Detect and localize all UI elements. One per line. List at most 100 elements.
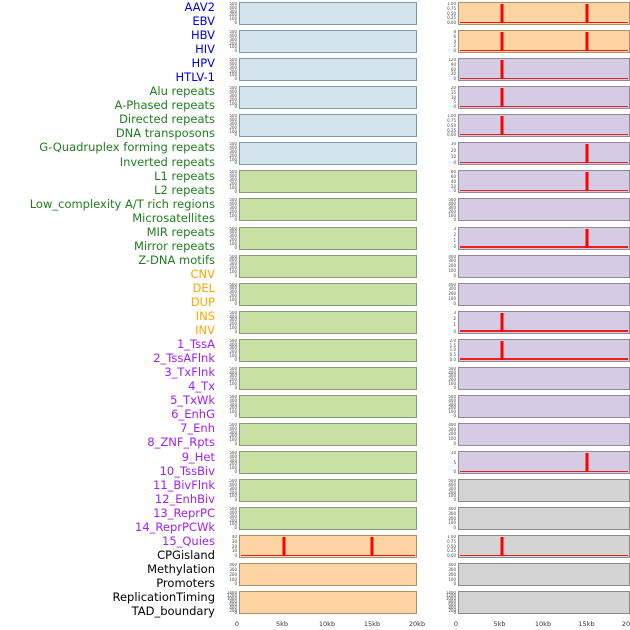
y-tick-label: 300 <box>448 567 456 572</box>
x-tick-label: 5kb <box>493 620 506 629</box>
y-tick-label: 0.0 <box>449 356 456 362</box>
y-tick-label: 500 <box>229 310 237 315</box>
y-tick-label: 0.75 <box>447 538 456 544</box>
y-tick-label: 0 <box>234 328 237 334</box>
y-tick-label: 500 <box>448 366 456 371</box>
y-tick-label: 200 <box>229 461 237 467</box>
signal-spike-5kb <box>500 4 503 23</box>
y-tick-label: 0 <box>234 469 237 474</box>
profile-row-12-enhbiv: 500 400 300 200 100 0 <box>439 366 630 390</box>
profile-row-g-quadruplex-forming-repeats: 500 400 300 200 100 0 <box>215 282 417 306</box>
signal-baseline <box>460 358 628 360</box>
feature-label-l1-repeats: L1 repeats <box>154 168 215 183</box>
y-tick-label: 200 <box>229 489 237 495</box>
signal-spike-5kb <box>500 537 503 557</box>
y-tick-label: 400 <box>229 453 237 459</box>
y-tick-label: 8 <box>453 30 456 35</box>
y-tick-label: 0 <box>453 469 456 474</box>
profile-panel-15-quies <box>458 451 630 474</box>
profile-panel-aav2 <box>239 2 417 25</box>
y-tick-label: 20 <box>450 183 456 189</box>
feature-label-mir-repeats: MIR repeats <box>146 224 215 239</box>
feature-label-11-bivflnk: 11_BivFlnk <box>152 477 215 492</box>
profile-row-directed-repeats: 500 400 300 200 100 0 <box>215 226 417 250</box>
profile-panel-del <box>239 563 417 587</box>
y-tick-label: 400 <box>229 257 237 263</box>
y-tick-label: 100 <box>229 576 237 582</box>
y-tick-label: 400 <box>229 604 237 610</box>
y-tick-label: 0 <box>234 441 237 446</box>
y-tick-label: 400 <box>448 507 456 512</box>
feature-label-hpv: HPV <box>191 56 215 71</box>
left-panel-column: 500 400 300 200 100 0 500 400 300 200 100 0 500 400 30… <box>215 0 425 630</box>
y-axis-ticks-directed-repeats: 500 400 300 200 100 0 <box>215 227 239 250</box>
y-tick-label: 200 <box>229 265 237 271</box>
feature-label-replicationtiming: ReplicationTiming <box>112 589 216 604</box>
y-tick-label: 0 <box>453 300 456 306</box>
y-tick-label: 30 <box>231 538 237 544</box>
feature-label-htlv-1: HTLV-1 <box>175 70 215 85</box>
y-axis-ticks-cpgisland: 500 400 300 200 100 0 <box>439 479 458 502</box>
feature-label-5-txwk: 5_TxWk <box>170 393 215 408</box>
feature-label-microsatellites: Microsatellites <box>132 210 215 225</box>
profile-row-dna-transposons: 500 400 300 200 100 0 <box>215 254 417 278</box>
profile-panel-l1-repeats <box>239 338 417 362</box>
feature-label-alu-repeats: Alu repeats <box>149 84 215 99</box>
y-axis-ticks-inverted-repeats: 500 400 300 200 100 0 <box>215 311 239 334</box>
y-tick-label: 100 <box>229 353 237 359</box>
y-tick-label: 1 <box>453 238 456 244</box>
y-axis-ticks-htlv-1: 500 400 300 200 100 0 <box>215 142 239 165</box>
y-axis-ticks-2-tssaflnk: 20 15 10 5 0 <box>439 86 458 109</box>
profile-panel-10-tssbiv <box>458 310 630 334</box>
y-tick-label: 500 <box>229 86 237 91</box>
profile-panel-8-znf-rpts <box>458 254 630 278</box>
profile-panel-hiv <box>239 86 417 110</box>
y-tick-label: 400 <box>229 509 237 515</box>
feature-label-ebv: EBV <box>192 14 215 29</box>
y-tick-label: 500 <box>229 254 237 259</box>
y-tick-label: 300 <box>229 177 237 183</box>
profile-panel-directed-repeats <box>239 226 417 250</box>
feature-label-aav2: AAV2 <box>184 0 215 14</box>
signal-baseline <box>460 21 628 23</box>
profile-row-9-het: 400 300 200 100 0 <box>439 282 630 306</box>
feature-label-4-tx: 4_Tx <box>188 379 215 394</box>
y-tick-label: 100 <box>229 128 237 134</box>
y-tick-label: 0 <box>234 384 237 390</box>
y-tick-label: 500 <box>229 507 237 512</box>
profile-row-z-dna-motifs: 500 400 300 200 100 0 <box>215 507 417 531</box>
y-tick-label: 0 <box>234 48 237 54</box>
profile-panel-ins <box>458 2 630 25</box>
signal-baseline <box>460 133 628 136</box>
y-tick-label: 100 <box>229 296 237 302</box>
y-tick-label: 200 <box>229 377 237 383</box>
y-tick-label: 200 <box>448 515 456 521</box>
profile-row-a-phased-repeats: 500 400 300 200 100 0 <box>215 198 417 222</box>
profile-row-mir-repeats: 500 400 300 200 100 0 <box>215 451 417 474</box>
y-axis-ticks-low-complexity-a-t-rich-regions: 500 400 300 200 100 0 <box>215 395 239 418</box>
y-tick-label: 800 <box>229 598 237 604</box>
profile-panel-l2-repeats <box>239 366 417 390</box>
y-tick-label: 400 <box>229 145 237 151</box>
y-tick-label: 200 <box>448 405 456 411</box>
profile-row-ins: 1.00 0.75 0.50 0.25 0.00 <box>439 2 630 25</box>
feature-label-3-txflnk: 3_TxFlnk <box>164 365 215 380</box>
x-tick-label: 20kb <box>408 620 426 629</box>
y-axis-ticks-g-quadruplex-forming-repeats: 500 400 300 200 100 0 <box>215 283 239 306</box>
y-tick-label: 90 <box>450 61 456 67</box>
feature-label-dna-transposons: DNA transposons <box>115 126 215 141</box>
y-tick-label: 500 <box>229 422 237 427</box>
x-tick-label: 5kb <box>275 620 289 629</box>
y-tick-label: 400 <box>229 4 237 10</box>
right-panel-column: 1.00 0.75 0.50 0.25 0.00 8 6 4 2 0 120 90 60 30 0 20 15 1… <box>439 0 630 630</box>
profile-panel-4-tx <box>458 142 630 166</box>
y-tick-label: 300 <box>229 148 237 154</box>
y-tick-label: 10 <box>450 153 456 159</box>
feature-label-g-quadruplex-forming-repeats: G-Quadruplex forming repeats <box>39 140 215 155</box>
y-tick-label: 0.75 <box>447 118 456 123</box>
y-tick-label: 2 <box>453 231 456 237</box>
y-axis-ticks-mir-repeats: 500 400 300 200 100 0 <box>215 451 239 474</box>
profile-row-mirror-repeats: 500 400 300 200 100 0 <box>215 479 417 503</box>
y-tick-label: 20 <box>450 86 456 91</box>
